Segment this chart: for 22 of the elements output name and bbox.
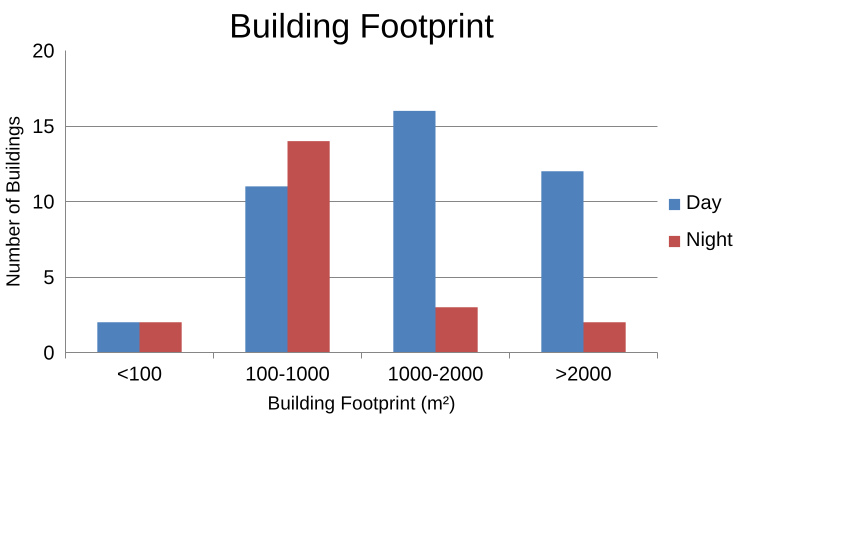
x-axis-title: Building Footprint (m²) xyxy=(268,394,456,414)
bar xyxy=(584,322,626,352)
bar xyxy=(140,322,182,352)
x-tick-label: <100 xyxy=(116,364,162,386)
y-tick-label: 10 xyxy=(32,192,55,214)
x-tick-label: 100-1000 xyxy=(245,364,330,386)
y-axis-title: Number of Buildings xyxy=(3,116,24,288)
legend-label: Night xyxy=(686,229,733,252)
y-tick-label: 5 xyxy=(43,267,54,289)
x-tick-label: 1000-2000 xyxy=(388,364,484,386)
bar xyxy=(393,110,436,352)
y-tick-label: 15 xyxy=(32,116,55,138)
bar xyxy=(245,186,288,352)
bar xyxy=(436,307,478,352)
bar xyxy=(541,171,584,352)
chart-title: Building Footprint xyxy=(229,8,494,46)
y-tick-label: 0 xyxy=(43,342,54,364)
bar xyxy=(97,322,140,352)
x-tick-label: >2000 xyxy=(555,364,612,386)
legend-label: Day xyxy=(686,192,722,215)
bar xyxy=(288,141,330,352)
y-tick-label: 20 xyxy=(32,40,55,62)
